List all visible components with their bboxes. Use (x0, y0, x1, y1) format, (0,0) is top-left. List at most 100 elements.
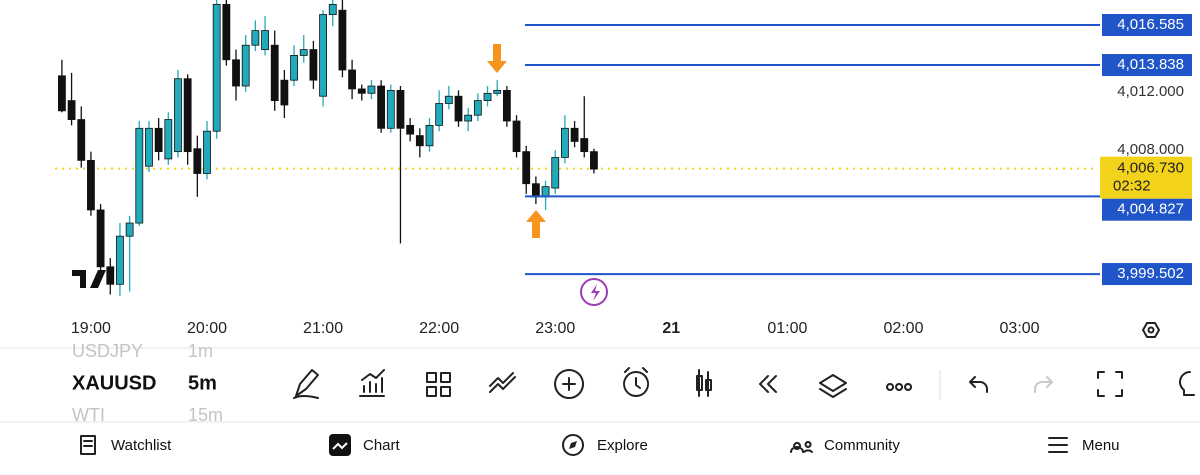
x-tick-label: 21 (662, 320, 680, 337)
candle-body (348, 69, 357, 90)
replay-tool[interactable] (759, 375, 777, 393)
event-bolt (591, 284, 600, 301)
add-tool[interactable] (554, 369, 585, 399)
candle-body (280, 79, 289, 106)
redo-button[interactable] (1034, 376, 1053, 393)
candle-body (435, 103, 444, 126)
symbol[interactable]: WTI (72, 405, 105, 425)
x-tick-label: 23:00 (535, 320, 575, 337)
candle-body (309, 49, 318, 81)
candle-body (125, 222, 134, 237)
candle-body (493, 89, 502, 94)
chart-type-tool[interactable] (696, 369, 712, 397)
candle-body (290, 55, 298, 81)
candle-body (357, 88, 366, 94)
nav-label[interactable]: Chart (363, 437, 401, 454)
interval[interactable]: 15m (188, 405, 223, 425)
candle-body (77, 119, 86, 161)
templates-tool[interactable] (426, 372, 451, 397)
candle-body (87, 159, 95, 211)
level-label: 4,016.585 (1117, 16, 1184, 33)
countdown-label: 02:32 (1113, 178, 1151, 195)
x-tick-label: 20:00 (187, 320, 227, 337)
alert-tool[interactable] (623, 367, 650, 397)
nav-label[interactable]: Watchlist (111, 437, 172, 454)
y-tick-label: 4,008.000 (1117, 141, 1184, 158)
candle-body (203, 130, 211, 174)
candle-body (261, 30, 269, 50)
candle-body (425, 124, 434, 147)
overlay: 19:00 20:00 21:00 22:00 23:00 21 01:00 02:00 03:… (0, 14, 1200, 456)
nav-label[interactable]: Explore (597, 437, 648, 454)
ideas-button[interactable] (1179, 371, 1195, 396)
candle-body (483, 92, 492, 101)
candle-body (106, 266, 115, 285)
candle-body (58, 75, 66, 112)
candle-body (241, 44, 250, 87)
sell-arrow (487, 44, 507, 73)
more-tool[interactable] (886, 383, 913, 391)
buy-arrow (526, 210, 546, 238)
candle-body (222, 3, 231, 61)
level-label-box (1102, 54, 1192, 77)
y-tick-label: 4,012.000 (1117, 83, 1184, 100)
candle-body (67, 100, 76, 120)
current-price-box (1100, 156, 1192, 199)
logo (72, 270, 106, 288)
x-tick-label: 03:00 (1000, 320, 1040, 337)
candle-body (116, 235, 124, 285)
candle-body (502, 89, 511, 122)
level-label-box (1102, 263, 1192, 286)
interval[interactable]: 1m (188, 341, 213, 361)
candle-body (386, 89, 395, 129)
candle-body (415, 135, 424, 147)
candle-body (473, 100, 482, 116)
candle-body (522, 151, 531, 185)
settings-dot (1147, 326, 1155, 334)
x-tick-label: 21:00 (303, 320, 343, 337)
candle-body (251, 30, 260, 46)
candle-body (299, 49, 308, 56)
nav-label[interactable]: Community (824, 437, 900, 454)
explore-needle (569, 441, 577, 449)
candle-body (193, 148, 202, 174)
candle-body (580, 138, 589, 153)
candle-body (454, 95, 463, 122)
candle-body (561, 127, 569, 158)
fullscreen-button[interactable] (1097, 371, 1123, 397)
candle-body (444, 95, 453, 104)
layers-tool[interactable] (819, 374, 847, 398)
compare-tool[interactable] (489, 372, 516, 393)
explore-icon[interactable] (562, 434, 584, 456)
plot-area[interactable] (55, 0, 1095, 296)
level-label-box (1102, 14, 1192, 37)
symbol[interactable]: USDJPY (72, 341, 143, 361)
candle-body (338, 9, 347, 71)
x-tick-label: 01:00 (767, 320, 807, 337)
draw-tool[interactable] (293, 369, 319, 399)
level-label: 4,004.827 (1117, 201, 1184, 218)
watchlist-icon[interactable] (80, 435, 96, 455)
level-label: 4,013.838 (1117, 56, 1184, 73)
candle-body (590, 151, 598, 170)
symbol[interactable]: XAUUSD (72, 372, 156, 394)
candle-body (464, 114, 473, 122)
nav-label[interactable]: Menu (1082, 437, 1120, 454)
level-label: 3,999.502 (1117, 265, 1184, 282)
indicators-tool[interactable] (359, 369, 385, 397)
candle-body (183, 78, 192, 153)
drawing-toolbar (293, 367, 1195, 400)
candle-body (135, 127, 144, 224)
x-tick-label: 19:00 (71, 320, 111, 337)
candle-body (96, 209, 105, 268)
settings-button[interactable] (1142, 322, 1160, 338)
candle-body (377, 85, 386, 129)
undo-button[interactable] (969, 376, 988, 393)
event-icon[interactable] (580, 278, 608, 306)
menu-icon[interactable] (1048, 437, 1068, 453)
community-icon[interactable] (790, 441, 813, 453)
interval[interactable]: 5m (188, 372, 217, 394)
current-price-label: 4,006.730 (1117, 160, 1184, 177)
